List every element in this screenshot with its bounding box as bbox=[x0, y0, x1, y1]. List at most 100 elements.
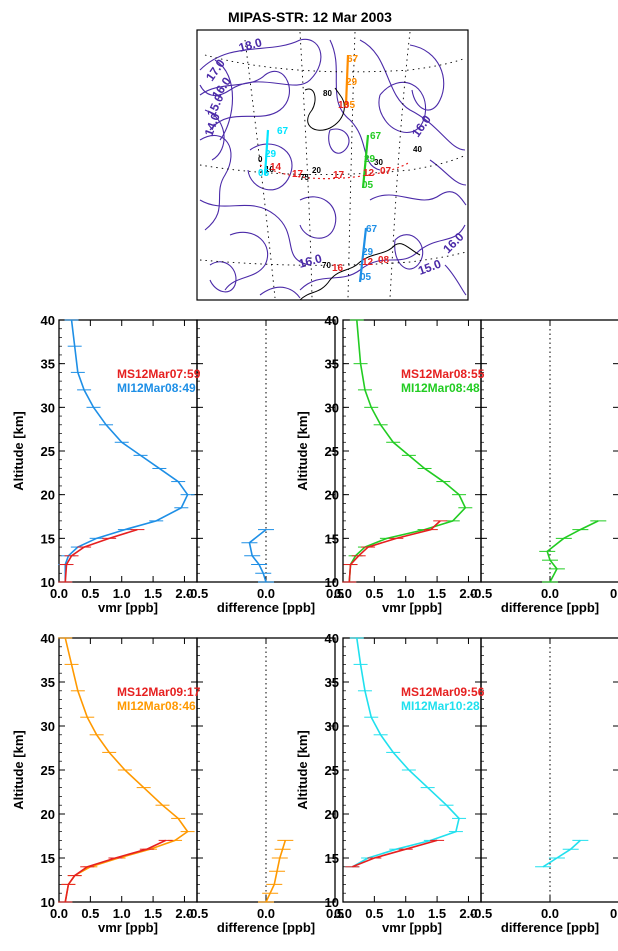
series-line-1 bbox=[64, 528, 138, 583]
legend-entry: MI12Mar10:28 bbox=[401, 699, 480, 713]
x-tick-label: 1.5 bbox=[144, 906, 162, 921]
x-tick-label: -0.5 bbox=[470, 586, 492, 601]
y-tick-label: 25 bbox=[325, 763, 339, 778]
map-panel: 18.017.016.015.014.0 16.016.0 15.016.08040… bbox=[196, 29, 469, 301]
contour-line-1 bbox=[199, 70, 290, 131]
legend-entry: MI12Mar08:48 bbox=[401, 381, 480, 395]
grid-label: 40 bbox=[413, 145, 422, 154]
track-label: 29 bbox=[364, 154, 376, 165]
x-tick-label: 0.5 bbox=[81, 906, 99, 921]
red-time-label: 07 bbox=[380, 166, 392, 177]
y-axis-label: Altitude [km] bbox=[295, 730, 310, 809]
legend-entry: MI12Mar08:49 bbox=[117, 381, 196, 395]
y-tick-label: 30 bbox=[41, 400, 55, 415]
track-label: 67 bbox=[366, 224, 378, 235]
y-tick-label: 25 bbox=[41, 444, 55, 459]
y-tick-label: 20 bbox=[325, 807, 339, 822]
x-tick-label: 0.5 bbox=[365, 906, 383, 921]
red-time-label: 16 bbox=[332, 263, 344, 274]
satellite-track bbox=[361, 134, 370, 189]
map-frame bbox=[196, 29, 469, 301]
x-tick-label: 0.0 bbox=[50, 586, 68, 601]
legend-entry: MS12Mar08:55 bbox=[401, 367, 485, 381]
y-axis-label: Altitude [km] bbox=[295, 411, 310, 490]
red-time-label: 12 bbox=[363, 168, 375, 179]
grid-label: 30 bbox=[374, 158, 383, 167]
satellite-track bbox=[358, 227, 368, 283]
coastline-south bbox=[299, 243, 421, 301]
satellite-track bbox=[263, 129, 270, 176]
profile-panel-0: 10 15 20 25 30 35 40 Altitude [km] 0.0 0.5 1.0 1.5 2… bbox=[11, 313, 344, 615]
y-tick-label: 40 bbox=[325, 313, 339, 328]
contour-label: 16.0 bbox=[297, 251, 323, 271]
grid-label: 75 bbox=[300, 173, 309, 182]
y-tick-label: 10 bbox=[41, 575, 55, 590]
x-axis-label-difference: difference [ppb] bbox=[217, 600, 315, 615]
x-tick-label: 0.0 bbox=[50, 906, 68, 921]
x-tick-label: -0.5 bbox=[186, 586, 208, 601]
y-tick-label: 15 bbox=[325, 851, 339, 866]
x-tick-label: -0.5 bbox=[186, 906, 208, 921]
x-tick-label: 0.0 bbox=[541, 906, 559, 921]
red-time-label: 13 bbox=[338, 100, 350, 111]
contour-line-7 bbox=[378, 82, 427, 133]
graticule-4 bbox=[199, 154, 467, 176]
y-tick-label: 15 bbox=[41, 531, 55, 546]
red-time-label: 17 bbox=[333, 170, 345, 181]
contour-line-10 bbox=[199, 199, 311, 266]
y-tick-label: 15 bbox=[41, 851, 55, 866]
x-tick-label: 1.0 bbox=[397, 906, 415, 921]
legend-entry: MS12Mar09:17 bbox=[117, 685, 201, 699]
y-tick-label: 25 bbox=[325, 444, 339, 459]
profile-panel-2: 10 15 20 25 30 35 40 Altitude [km] 0.0 0.5 1.0 1.5 2… bbox=[11, 631, 344, 935]
y-tick-label: 30 bbox=[325, 400, 339, 415]
x-tick-label: 0.0 bbox=[257, 906, 275, 921]
track-label: 67 bbox=[347, 54, 359, 65]
vmr-axes-frame bbox=[58, 319, 198, 583]
x-axis-label-vmr: vmr [ppb] bbox=[382, 600, 442, 615]
red-time-label: 12 bbox=[362, 257, 374, 268]
x-tick-label: 1.5 bbox=[428, 906, 446, 921]
y-axis-label: Altitude [km] bbox=[11, 411, 26, 490]
series-line-1 bbox=[352, 839, 438, 868]
figure-title: MIPAS-STR: 12 Mar 2003 bbox=[228, 9, 392, 25]
graticule-5 bbox=[199, 251, 467, 266]
contour-line-19 bbox=[328, 128, 350, 154]
legend-entry: MI12Mar08:46 bbox=[117, 699, 196, 713]
x-axis-label-difference: difference [ppb] bbox=[501, 600, 599, 615]
y-tick-label: 40 bbox=[41, 313, 55, 328]
x-tick-label: 2.0 bbox=[175, 906, 193, 921]
x-tick-label: -0.5 bbox=[470, 906, 492, 921]
x-tick-label: 0.5 bbox=[81, 586, 99, 601]
contour-line-16 bbox=[429, 159, 467, 186]
x-tick-label: 0.0 bbox=[257, 586, 275, 601]
y-tick-label: 35 bbox=[325, 675, 339, 690]
y-tick-label: 35 bbox=[41, 675, 55, 690]
series-line-0 bbox=[352, 637, 460, 868]
difference-line bbox=[542, 839, 581, 868]
x-tick-label: 0.0 bbox=[334, 906, 352, 921]
grid-label: 80 bbox=[323, 89, 332, 98]
contour-line-4 bbox=[204, 109, 225, 161]
y-tick-label: 35 bbox=[41, 357, 55, 372]
x-tick-label: 0.5 bbox=[610, 586, 618, 601]
x-tick-label: 1.0 bbox=[113, 906, 131, 921]
satellite-track bbox=[344, 54, 350, 106]
x-tick-label: 0.5 bbox=[326, 586, 344, 601]
x-tick-label: 2.0 bbox=[175, 586, 193, 601]
y-tick-label: 10 bbox=[325, 895, 339, 910]
x-axis-label-vmr: vmr [ppb] bbox=[98, 600, 158, 615]
series-line-0 bbox=[348, 319, 467, 583]
coastline bbox=[304, 87, 345, 131]
x-tick-label: 0.0 bbox=[541, 586, 559, 601]
y-tick-label: 15 bbox=[325, 531, 339, 546]
graticule-2 bbox=[347, 31, 356, 299]
contour-line-20 bbox=[444, 264, 467, 296]
x-axis-label-difference: difference [ppb] bbox=[217, 920, 315, 935]
x-tick-label: 2.0 bbox=[459, 586, 477, 601]
track-label: 05 bbox=[360, 272, 372, 283]
contour-line-0 bbox=[199, 38, 322, 96]
x-tick-label: 0.0 bbox=[334, 586, 352, 601]
